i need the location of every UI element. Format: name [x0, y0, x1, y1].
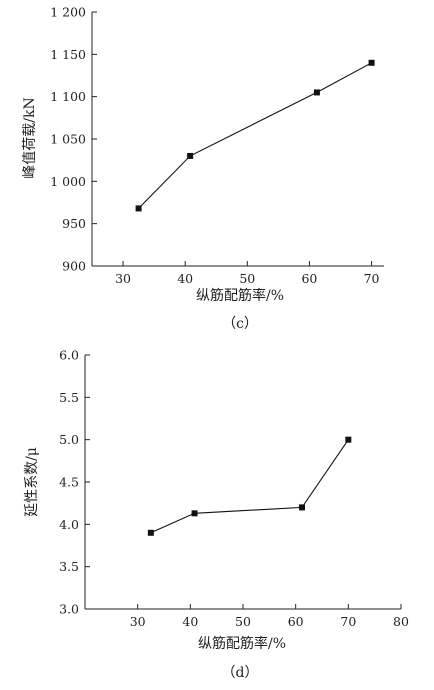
chart-c-x-tick-label: 60 [301, 271, 317, 286]
chart-c-y-tick-label: 1 100 [50, 89, 86, 104]
chart-c-y-tick-label: 1 200 [50, 5, 86, 20]
chart-d-y-tick-label: 5.5 [59, 390, 79, 405]
chart-c-y-axis-title: 峰值荷载/kN [22, 97, 38, 178]
chart-d-x-tick-label: 50 [235, 614, 251, 629]
chart-c-data-point [187, 152, 194, 159]
chart-d-y-tick-label: 3.0 [59, 602, 79, 617]
chart-d-y-tick-label: 4.0 [59, 517, 79, 532]
chart-d-panel-label: （d） [222, 665, 259, 681]
chart-c-data-point [135, 205, 142, 212]
chart-d-series-line [150, 439, 349, 534]
chart-d-y-tick-label: 4.5 [59, 475, 79, 490]
chart-d-data-point [298, 504, 305, 511]
chart-c-x-tick-label: 70 [364, 271, 380, 286]
chart-d-x-tick-label: 70 [340, 614, 356, 629]
chart-c-y-tick-label: 1 150 [50, 47, 86, 62]
chart-c-x-tick-label: 40 [177, 271, 193, 286]
chart-d-x-tick-label: 30 [130, 614, 146, 629]
chart-d-x-tick-label: 60 [288, 614, 304, 629]
chart-panel-d: 延性系数/μ 纵筋配筋率/% （d） 3.0 3.5 4.0 4.5 5.0 5.5 6.0… [24, 348, 409, 682]
chart-d-x-tick-label: 40 [182, 614, 198, 629]
chart-c-y-tick-label: 1 050 [50, 132, 86, 147]
chart-d-y-tick-label: 6.0 [59, 348, 79, 363]
chart-c-x-tick-label: 50 [239, 271, 255, 286]
chart-d-y-axis-title: 延性系数/μ [24, 447, 40, 517]
chart-panel-c: 峰值荷载/kN 纵筋配筋率/% （c） 900 950 1 000 1 050 1 10… [22, 5, 384, 332]
chart-c-data-point [368, 59, 375, 66]
chart-d-data-point [345, 436, 352, 443]
chart-d-x-axis-title: 纵筋配筋率/% [198, 635, 286, 652]
chart-d-y-tick-label: 3.5 [59, 559, 79, 574]
chart-d-x-tick-label: 80 [393, 614, 409, 629]
chart-c-x-tick-label: 30 [115, 271, 131, 286]
chart-d-y-tick-label: 5.0 [59, 432, 79, 447]
chart-c-data-point [313, 89, 320, 96]
chart-d-data-point [191, 510, 198, 517]
chart-c-series-line [138, 62, 372, 209]
chart-c-y-tick-label: 1 000 [50, 174, 86, 189]
chart-c-y-tick-label: 950 [62, 216, 86, 231]
chart-d-data-point [147, 529, 154, 536]
chart-c-panel-label: （c） [222, 316, 258, 332]
chart-c-y-tick-label: 900 [62, 259, 86, 274]
chart-c-x-axis-title: 纵筋配筋率/% [196, 287, 284, 304]
